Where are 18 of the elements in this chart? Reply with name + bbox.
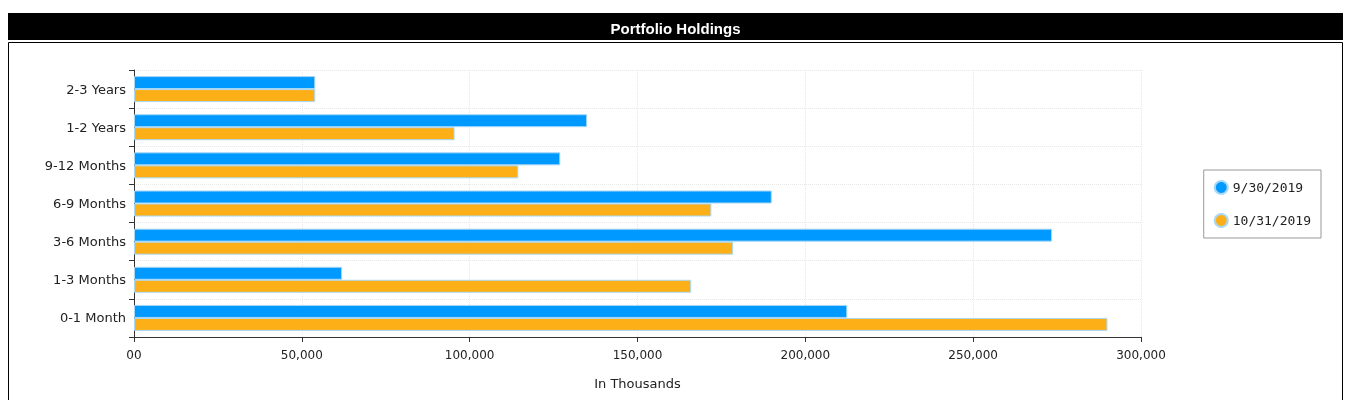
y-tick-label: 1-2 Years	[66, 119, 127, 135]
y-tick-label: 2-3 Years	[66, 81, 127, 97]
y-tick-label: 9-12 Months	[44, 157, 127, 173]
y-tick-label: 6-9 Months	[53, 196, 127, 211]
legend-label: 9/30/2019	[1232, 180, 1304, 195]
y-tick-label: 0-1 Month	[59, 310, 126, 326]
x-tick-label: 250,000	[948, 348, 998, 362]
chart-title: Portfolio Holdings	[610, 20, 741, 37]
x-tick-label: 50,000	[280, 348, 323, 362]
x-tick-label: 00	[126, 348, 142, 362]
y-tick-label: 3-6 Months	[53, 234, 127, 250]
x-tick-label: 300,000	[1116, 348, 1166, 362]
y-tick-label: 1-3 Months	[53, 272, 127, 288]
legend-label: 10/31/2019	[1232, 213, 1312, 228]
x-tick-label: 100,000	[444, 348, 495, 362]
x-tick-label: 150,000	[612, 348, 663, 362]
x-axis-title: In Thousands	[594, 376, 682, 391]
x-tick-label: 200,000	[780, 348, 831, 362]
